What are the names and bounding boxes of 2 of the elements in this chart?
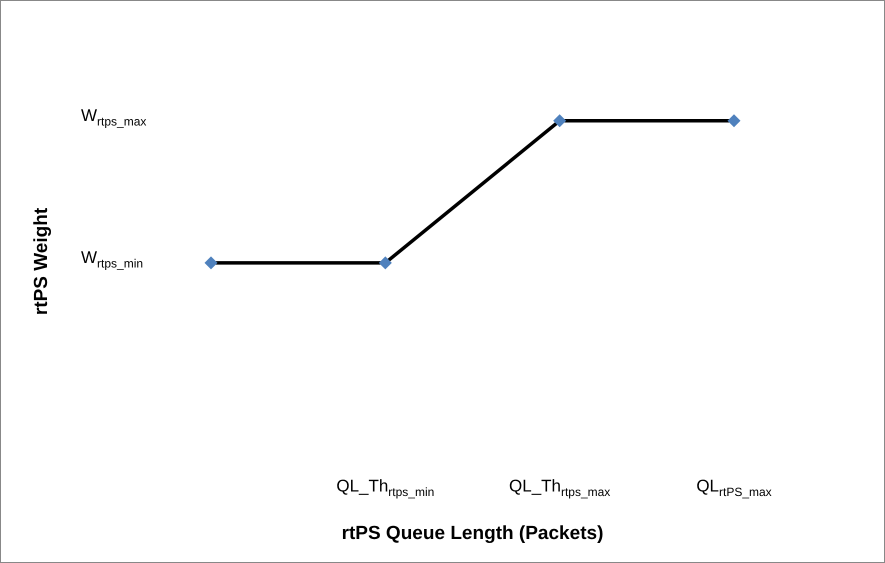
y-axis-title: rtPS Weight bbox=[31, 207, 52, 316]
x-axis-title: rtPS Queue Length (Packets) bbox=[342, 523, 604, 544]
